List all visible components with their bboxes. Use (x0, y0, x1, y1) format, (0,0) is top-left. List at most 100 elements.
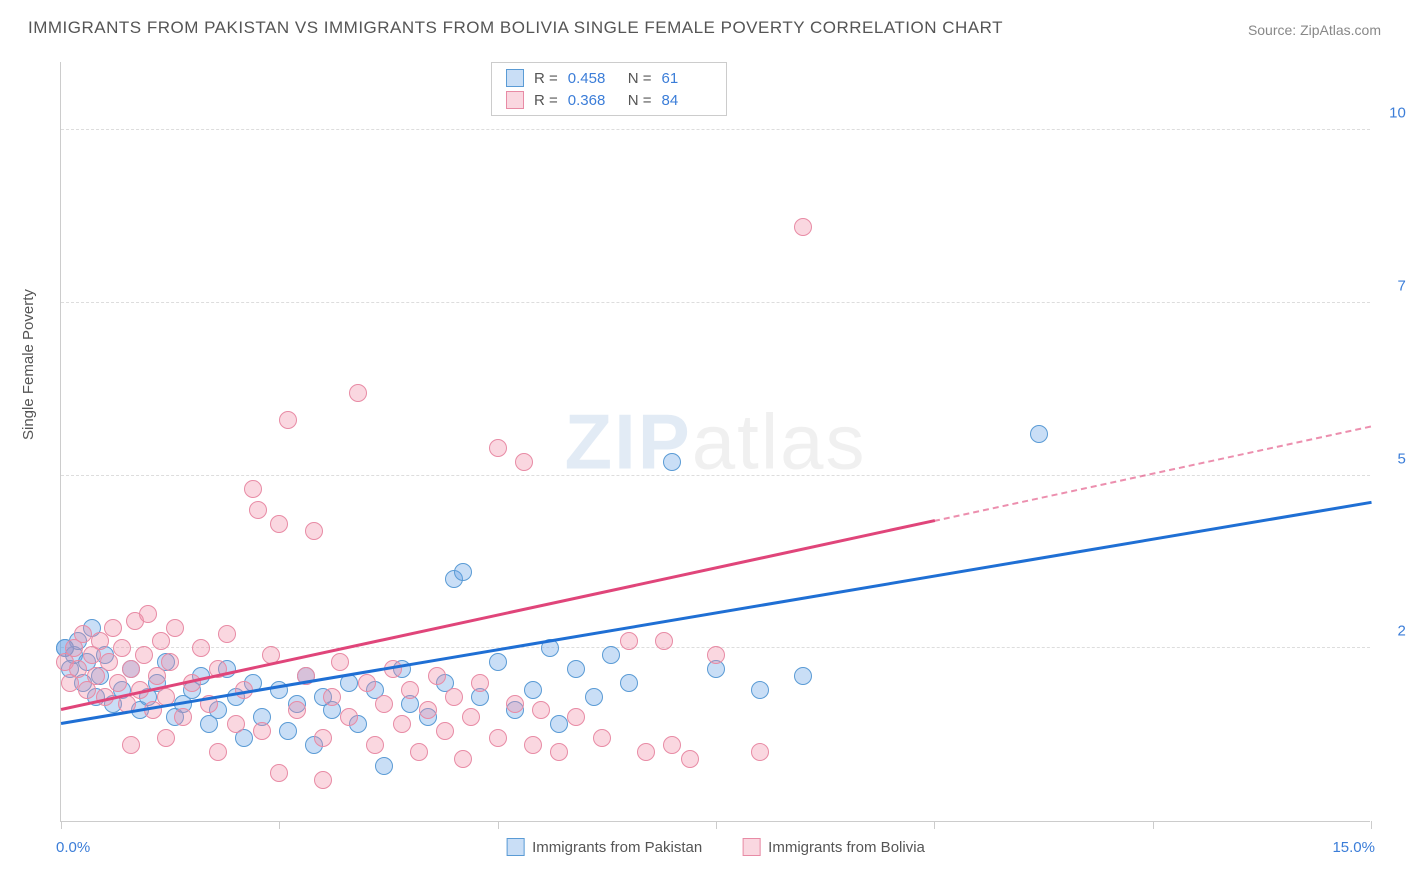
legend-stats-row: R = 0.458 N = 61 (506, 67, 712, 89)
x-tick (1371, 821, 1372, 829)
scatter-point (794, 218, 812, 236)
x-axis-max-label: 15.0% (1332, 839, 1375, 856)
scatter-point (436, 722, 454, 740)
scatter-point (340, 708, 358, 726)
scatter-point (288, 701, 306, 719)
scatter-point (192, 639, 210, 657)
scatter-point (148, 667, 166, 685)
scatter-point (375, 757, 393, 775)
scatter-point (567, 708, 585, 726)
watermark-zip: ZIP (564, 397, 691, 485)
scatter-point (506, 695, 524, 713)
scatter-point (253, 722, 271, 740)
scatter-point (331, 653, 349, 671)
scatter-point (244, 480, 262, 498)
n-value: 61 (662, 70, 712, 87)
legend-stats-box: R =0.458N =61R =0.368N =84 (491, 62, 727, 116)
source-label: Source: ZipAtlas.com (1248, 22, 1381, 38)
scatter-point (157, 729, 175, 747)
scatter-point (524, 681, 542, 699)
x-tick (1153, 821, 1154, 829)
legend-swatch (506, 91, 524, 109)
scatter-point (270, 764, 288, 782)
x-axis-min-label: 0.0% (56, 839, 90, 856)
scatter-point (87, 667, 105, 685)
scatter-point (663, 453, 681, 471)
scatter-point (593, 729, 611, 747)
scatter-point (139, 605, 157, 623)
scatter-point (270, 515, 288, 533)
scatter-point (410, 743, 428, 761)
scatter-point (109, 674, 127, 692)
r-value: 0.368 (568, 92, 618, 109)
scatter-point (567, 660, 585, 678)
scatter-point (375, 695, 393, 713)
scatter-point (152, 632, 170, 650)
y-tick-label: 75.0% (1380, 277, 1406, 294)
scatter-point (209, 743, 227, 761)
r-label: R = (534, 70, 558, 87)
legend-label: Immigrants from Bolivia (768, 839, 925, 856)
scatter-point (550, 743, 568, 761)
scatter-point (323, 688, 341, 706)
chart-title: IMMIGRANTS FROM PAKISTAN VS IMMIGRANTS F… (28, 18, 1003, 38)
n-label: N = (628, 92, 652, 109)
y-tick-label: 50.0% (1380, 450, 1406, 467)
y-tick-label: 25.0% (1380, 623, 1406, 640)
scatter-point (349, 384, 367, 402)
watermark: ZIPatlas (564, 396, 866, 487)
scatter-point (366, 736, 384, 754)
r-label: R = (534, 92, 558, 109)
legend-stats-row: R =0.368N =84 (506, 89, 712, 111)
plot-area: ZIPatlas R =0.458N =61R =0.368N =84 0.0%… (60, 62, 1370, 822)
scatter-point (445, 688, 463, 706)
scatter-point (428, 667, 446, 685)
scatter-point (401, 681, 419, 699)
scatter-point (620, 674, 638, 692)
scatter-point (524, 736, 542, 754)
scatter-point (751, 743, 769, 761)
scatter-point (314, 729, 332, 747)
trend-line (934, 425, 1371, 521)
scatter-point (620, 632, 638, 650)
scatter-point (249, 501, 267, 519)
scatter-point (358, 674, 376, 692)
legend-swatch (506, 69, 524, 87)
scatter-point (1030, 425, 1048, 443)
r-value: 0.458 (568, 70, 618, 87)
y-axis-title: Single Female Poverty (20, 289, 37, 440)
scatter-point (489, 729, 507, 747)
scatter-point (100, 653, 118, 671)
legend-label: Immigrants from Pakistan (532, 839, 702, 856)
legend-item: Immigrants from Bolivia (742, 838, 925, 856)
scatter-point (279, 411, 297, 429)
scatter-point (305, 522, 323, 540)
scatter-point (655, 632, 673, 650)
x-tick (279, 821, 280, 829)
legend-swatch (506, 838, 524, 856)
scatter-point (122, 736, 140, 754)
watermark-atlas: atlas (692, 397, 867, 485)
scatter-point (279, 722, 297, 740)
scatter-point (585, 688, 603, 706)
scatter-point (74, 625, 92, 643)
scatter-point (602, 646, 620, 664)
x-tick (934, 821, 935, 829)
scatter-point (462, 708, 480, 726)
gridline (61, 129, 1370, 130)
scatter-point (69, 660, 87, 678)
scatter-point (515, 453, 533, 471)
scatter-point (174, 708, 192, 726)
scatter-point (104, 619, 122, 637)
x-tick (716, 821, 717, 829)
scatter-point (532, 701, 550, 719)
scatter-point (135, 646, 153, 664)
n-label: N = (628, 70, 652, 87)
x-tick (61, 821, 62, 829)
y-tick-label: 100.0% (1380, 105, 1406, 122)
gridline (61, 475, 1370, 476)
scatter-point (91, 632, 109, 650)
scatter-point (489, 439, 507, 457)
scatter-point (161, 653, 179, 671)
scatter-point (393, 715, 411, 733)
